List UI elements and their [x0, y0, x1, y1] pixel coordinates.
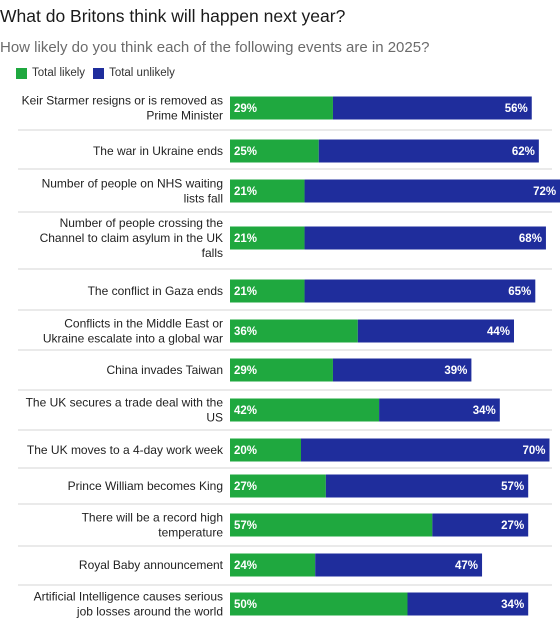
data-label-unlikely: 34% — [501, 599, 524, 611]
chart-legend: Total likely Total unlikely — [16, 67, 175, 79]
data-label-unlikely: 47% — [455, 560, 478, 572]
legend-label-likely: Total likely — [32, 67, 86, 79]
data-label-unlikely: 27% — [501, 520, 524, 532]
category-label-line: lists fall — [184, 192, 223, 206]
data-label-unlikely: 34% — [473, 405, 496, 417]
category-label: Number of people crossing the Channel to … — [40, 216, 224, 260]
data-label-likely: 21% — [234, 286, 257, 298]
category-label: Prince William becomes King — [68, 479, 223, 493]
bar-segment-unlikely — [332, 96, 532, 120]
data-label-unlikely: 68% — [519, 233, 542, 245]
bar-segment-likely — [230, 319, 358, 343]
category-label-line: There will be a record high — [82, 511, 223, 525]
bar-segment-unlikely — [301, 438, 550, 462]
bar-segment-unlikely — [357, 319, 514, 343]
data-label-likely: 25% — [234, 146, 257, 158]
bar-segment-unlikely — [318, 139, 539, 163]
bar-segment-unlikely — [304, 226, 546, 250]
category-label: The UK moves to a 4-day work week — [27, 443, 224, 457]
bar-segment-unlikely — [407, 592, 529, 616]
bar-segment-likely — [230, 358, 333, 382]
category-label-line: temperature — [158, 526, 223, 540]
category-label: Number of people on NHS waiting lists fal… — [42, 177, 223, 206]
category-label: Conflicts in the Middle East or Ukraine e… — [43, 317, 223, 346]
bar-segment-likely — [230, 474, 326, 498]
category-label-line: Number of people on NHS waiting — [42, 177, 223, 191]
category-label: The UK secures a trade deal with the US — [26, 396, 224, 425]
data-label-likely: 21% — [234, 186, 257, 198]
category-label: There will be a record high temperature — [82, 511, 224, 540]
stacked-bar-chart: Keir Starmer resigns or is removed as Pri… — [18, 94, 560, 619]
category-label-line: Prince William becomes King — [68, 479, 223, 493]
bar-segment-likely — [230, 139, 319, 163]
data-label-likely: 42% — [234, 405, 257, 417]
bar-segment-unlikely — [304, 179, 560, 203]
data-label-likely: 27% — [234, 481, 257, 493]
bar-segment-unlikely — [304, 279, 536, 303]
bar-segment-likely — [230, 513, 433, 537]
legend-item-likely: Total likely — [16, 67, 85, 79]
category-label: Royal Baby announcement — [79, 558, 224, 572]
data-label-likely: 29% — [234, 365, 257, 377]
bar-segment-unlikely — [332, 358, 472, 382]
chart-subtitle: How likely do you think each of the foll… — [0, 39, 430, 56]
category-label-line: Artificial Intelligence causes serious — [34, 590, 223, 604]
category-label-line: Keir Starmer resigns or is removed as — [22, 94, 223, 108]
bar-segment-unlikely — [432, 513, 529, 537]
legend-swatch-unlikely — [93, 67, 105, 79]
data-label-unlikely: 44% — [487, 326, 510, 338]
category-label: Keir Starmer resigns or is removed as Pri… — [22, 94, 223, 123]
category-label: The war in Ukraine ends — [93, 144, 223, 158]
category-label: Artificial Intelligence causes serious jo… — [34, 590, 223, 619]
bar-segment-likely — [230, 592, 408, 616]
data-label-likely: 57% — [234, 520, 257, 532]
data-label-unlikely: 72% — [533, 186, 556, 198]
data-label-unlikely: 70% — [522, 445, 545, 457]
data-label-likely: 50% — [234, 599, 257, 611]
data-label-unlikely: 65% — [508, 286, 531, 298]
category-label-line: Channel to claim asylum in the UK — [40, 231, 223, 245]
bar-segment-likely — [230, 279, 305, 303]
category-label-line: US — [206, 411, 223, 425]
bar-segment-likely — [230, 438, 301, 462]
category-label: China invades Taiwan — [106, 363, 223, 377]
data-label-unlikely: 39% — [444, 365, 467, 377]
legend-swatch-likely — [16, 67, 27, 79]
bar-segment-likely — [230, 226, 305, 250]
bar-segment-unlikely — [315, 553, 483, 577]
bar-segment-unlikely — [379, 398, 500, 422]
category-label-line: falls — [202, 246, 223, 260]
legend-item-unlikely: Total unlikely — [93, 67, 175, 79]
data-label-likely: 36% — [234, 326, 257, 338]
category-label-line: The war in Ukraine ends — [93, 144, 223, 158]
bar-segment-likely — [230, 96, 333, 120]
category-label-line: The UK moves to a 4-day work week — [27, 443, 224, 457]
bar-segment-likely — [230, 398, 380, 422]
category-label-line: China invades Taiwan — [106, 363, 223, 377]
data-label-likely: 29% — [234, 103, 257, 115]
category-label-line: job losses around the world — [76, 605, 223, 619]
category-label-line: Ukraine escalate into a global war — [43, 332, 223, 346]
data-label-likely: 21% — [234, 233, 257, 245]
data-label-unlikely: 56% — [505, 103, 528, 115]
chart-title: What do Britons think will happen next y… — [0, 6, 346, 26]
category-label-line: The conflict in Gaza ends — [88, 284, 223, 298]
bar-segment-likely — [230, 553, 316, 577]
data-label-likely: 24% — [234, 560, 257, 572]
category-label: The conflict in Gaza ends — [88, 284, 223, 298]
bar-segment-unlikely — [325, 474, 529, 498]
category-label-line: Prime Minister — [146, 109, 223, 123]
category-label-line: Royal Baby announcement — [79, 558, 224, 572]
data-label-likely: 20% — [234, 445, 257, 457]
category-label-line: The UK secures a trade deal with the — [26, 396, 224, 410]
category-label-line: Number of people crossing the — [60, 216, 224, 230]
legend-label-unlikely: Total unlikely — [109, 67, 175, 79]
data-label-unlikely: 62% — [512, 146, 535, 158]
data-label-unlikely: 57% — [501, 481, 524, 493]
bar-segment-likely — [230, 179, 305, 203]
category-label-line: Conflicts in the Middle East or — [64, 317, 223, 331]
